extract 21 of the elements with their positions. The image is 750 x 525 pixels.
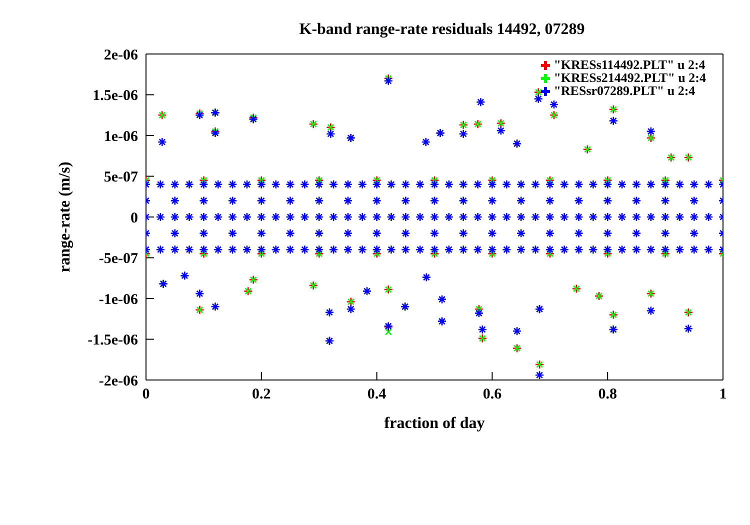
x-tick-label: 0.2 — [252, 386, 271, 403]
y-axis-title: range-rate (m/s) — [56, 162, 74, 272]
legend-label: "RESsr07289.PLT" u 2:4 — [554, 83, 696, 98]
y-tick-label: 1.5e-06 — [92, 88, 138, 104]
x-tick-label: 0.8 — [598, 386, 617, 403]
legend-label: "KRESs214492.PLT" u 2:4 — [554, 70, 706, 85]
chart-title: K-band range-rate residuals 14492, 07289 — [299, 21, 585, 38]
x-axis-title: fraction of day — [384, 415, 485, 432]
y-tick-label: -2e-06 — [98, 373, 138, 390]
y-tick-label: -1e-06 — [98, 292, 138, 308]
x-tick-label: 0 — [142, 386, 150, 403]
legend-label: "KRESs114492.PLT" u 2:4 — [554, 57, 706, 72]
x-tick-label: 0.6 — [482, 386, 502, 403]
y-tick-label: -5e-07 — [98, 251, 138, 268]
y-tick-label: 0 — [130, 210, 138, 226]
y-tick-label: 2e-06 — [104, 47, 138, 64]
x-tick-label: 0.4 — [367, 386, 387, 403]
y-tick-label: -1.5e-06 — [88, 332, 138, 349]
y-tick-label: 5e-07 — [104, 170, 138, 186]
x-tick-label: 1 — [719, 386, 727, 403]
y-tick-label: 1e-06 — [104, 128, 138, 145]
